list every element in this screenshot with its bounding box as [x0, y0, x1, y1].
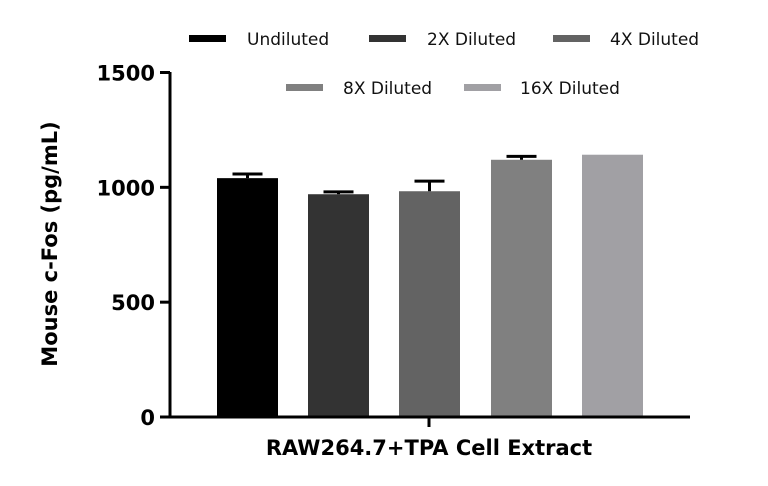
legend-label: 4X Diluted — [610, 30, 699, 50]
bar-4x-diluted — [399, 191, 460, 417]
bar-16x-diluted — [582, 154, 643, 417]
legend-item-8x-diluted: 8X Diluted — [286, 79, 432, 99]
legend-label: 2X Diluted — [427, 30, 516, 50]
legend-label: 8X Diluted — [343, 79, 432, 99]
legend-label: Undiluted — [247, 30, 329, 50]
legend-swatch — [189, 35, 226, 42]
y-tick-label: 1000 — [97, 176, 155, 200]
legend-item-2x-diluted: 2X Diluted — [369, 30, 516, 50]
x-axis: RAW264.7+TPA Cell Extract — [169, 415, 690, 460]
bars — [217, 154, 643, 418]
y-axis-title: Mouse c-Fos (pg/mL) — [38, 121, 62, 366]
legend-item-undiluted: Undiluted — [189, 30, 329, 50]
y-ticks: 0 500 1000 1500 — [97, 62, 170, 430]
bar-8x-diluted — [491, 159, 552, 418]
legend-swatch — [553, 35, 590, 42]
y-tick-label: 1500 — [97, 62, 155, 86]
y-tick-label: 0 — [140, 406, 155, 430]
legend-swatch — [286, 84, 323, 91]
legend-item-16x-diluted: 16X Diluted — [464, 79, 620, 99]
legend-swatch — [369, 35, 406, 42]
bar-2x-diluted — [308, 194, 369, 417]
legend-item-4x-diluted: 4X Diluted — [553, 30, 699, 50]
y-tick-label: 500 — [111, 291, 155, 315]
x-axis-title: RAW264.7+TPA Cell Extract — [266, 436, 592, 460]
y-axis: 0 500 1000 1500 Mouse c-Fos (pg/mL) — [38, 62, 172, 430]
legend-label: 16X Diluted — [520, 79, 620, 99]
bar-undiluted — [217, 178, 278, 417]
legend: Undiluted 2X Diluted 4X Diluted 8X Dilut… — [189, 30, 699, 99]
legend-swatch — [464, 84, 501, 91]
